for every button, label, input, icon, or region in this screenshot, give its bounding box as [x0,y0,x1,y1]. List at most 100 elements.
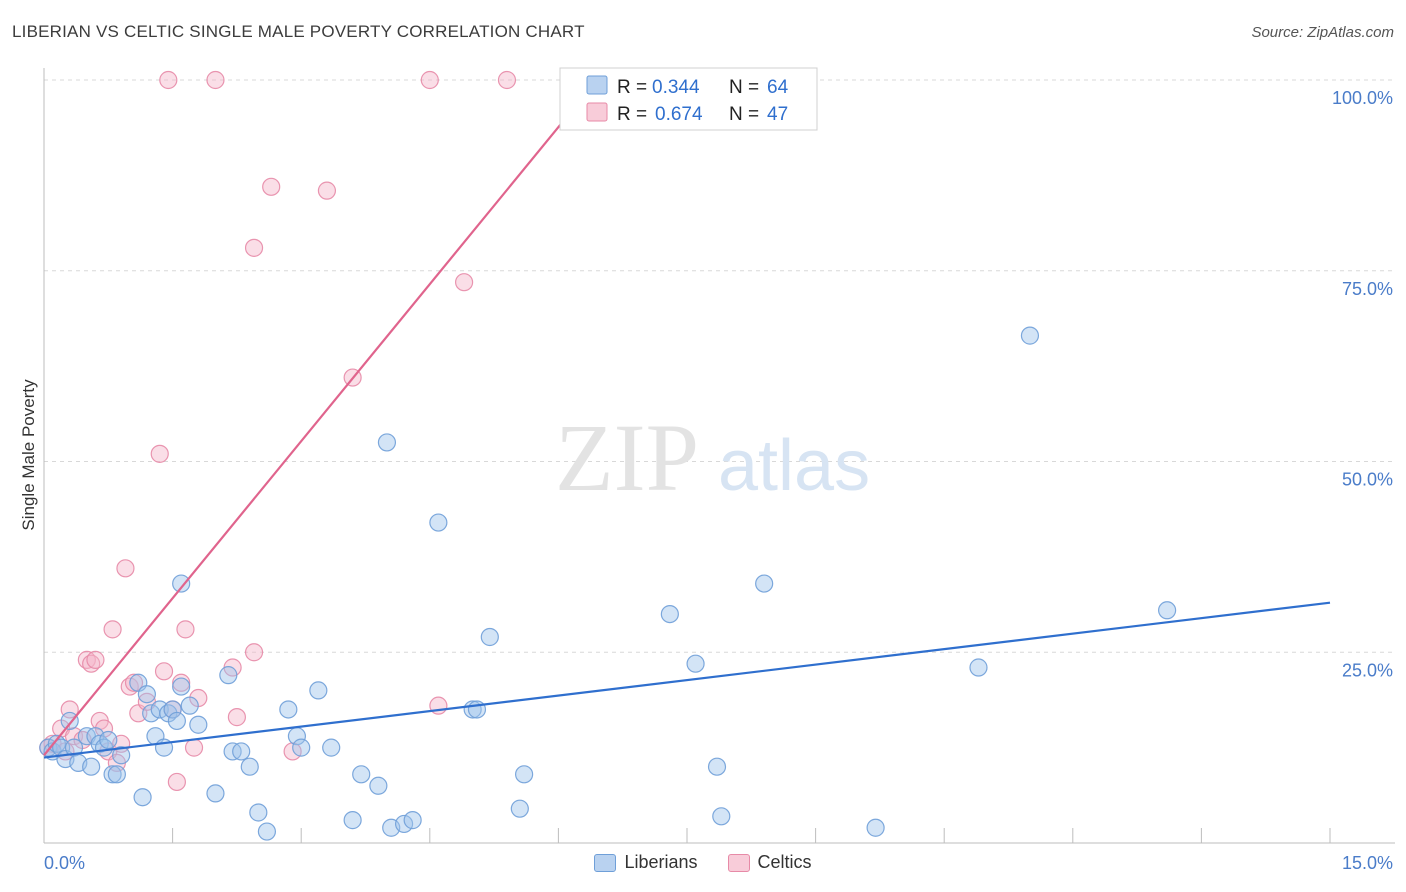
celtics-point [167,772,186,792]
source-label: Source: ZipAtlas.com [1251,24,1394,41]
liberians-point [515,765,534,784]
y-axis-label: Single Male Poverty [19,379,38,531]
y-tick-label: 75.0% [1342,279,1393,299]
axes: 25.0% 50.0% 75.0% 100.0% 0.0% 15.0% [43,68,1395,873]
celtics-point [262,177,281,196]
liberians-point [429,513,448,532]
legend-label-celtics: Celtics [757,852,812,872]
series-legend: Liberians Celtics [0,852,1406,873]
liberians-point [112,746,131,765]
watermark-atlas: atlas [718,426,870,506]
celtics-points [39,70,517,792]
celtics-point [103,620,122,639]
legend-r-label-1: R = [617,77,647,98]
liberians-point [240,757,259,776]
liberians-point [107,765,126,784]
liberians-point [467,700,487,719]
liberians-point [660,604,679,624]
x-tick-label: 0.0% [44,853,85,873]
liberians-point [322,738,341,757]
liberians-point [712,807,731,826]
celtics-point [150,444,169,463]
chart-title: LIBERIAN VS CELTIC SINGLE MALE POVERTY C… [12,22,585,41]
trend-lines [43,79,1331,759]
liberians-point [133,788,152,807]
liberians-point [150,700,169,719]
liberians-point [369,776,388,795]
celtics-point [227,708,246,727]
liberians-point [403,811,422,830]
liberians-point [172,677,191,696]
celtics-point [184,738,204,757]
celtics-point [317,181,337,200]
watermark-zip: ZIP [555,404,699,511]
liberians-point [1158,601,1177,620]
liberians-point [292,738,311,757]
correlation-legend: R = 0.344 N = 64 R = 0.674 N = 47 [559,67,818,131]
liberians-point [189,715,208,734]
legend-swatch-celtics [586,102,608,122]
celtics-point [86,650,105,669]
y-tick-label: 25.0% [1342,660,1393,680]
liberians-point [232,742,251,761]
celtics-point [454,273,474,292]
liberians-point [206,784,225,803]
liberians-point [167,711,186,731]
liberians-swatch [594,853,617,872]
watermark: ZIP atlas [555,404,870,511]
legend-item-liberians[interactable]: Liberians [594,852,698,873]
liberians-point [866,818,885,837]
celtics-point [159,70,178,90]
y-tick-label: 100.0% [1332,88,1393,108]
liberians-point [163,700,182,719]
liberians-point [480,627,499,647]
legend-n-label-1: N = [729,77,759,98]
celtics-swatch [727,853,750,872]
liberians-point [249,803,268,822]
celtics-trend-line [43,79,598,756]
liberians-trend-line [43,601,1331,759]
legend-label-liberians: Liberians [624,852,698,872]
legend-n-value-1: 64 [767,77,789,98]
celtics-point [244,643,264,662]
liberians-points [39,326,1177,841]
celtics-point [116,559,135,578]
x-tick-label: 15.0% [1342,853,1393,873]
legend-r-label-2: R = [617,104,647,125]
liberians-point [755,574,774,593]
celtics-point [206,70,225,90]
liberians-point [60,711,79,731]
celtics-point [176,620,195,639]
liberians-point [707,757,727,776]
legend-n-label-2: N = [729,104,759,125]
y-tick-label: 50.0% [1342,470,1393,490]
legend-item-celtics[interactable]: Celtics [727,852,812,873]
celtics-point [420,70,439,90]
liberians-point [969,658,988,677]
celtics-point [244,238,264,257]
legend-n-value-2: 47 [767,104,788,125]
liberians-point [343,811,362,830]
liberians-point [352,765,371,784]
liberians-point [103,765,122,784]
liberians-point [180,696,199,715]
liberians-point [510,799,529,818]
celtics-point [497,70,517,90]
liberians-point [394,814,414,834]
grid-lines [44,79,1395,653]
liberians-point [309,681,328,700]
liberians-point [99,730,118,750]
legend-r-value-2: 0.674 [655,104,703,125]
liberians-point [257,822,277,841]
celtics-point [124,673,144,692]
liberians-point [82,757,101,776]
legend-swatch-liberians [586,75,608,95]
liberians-point [279,700,298,719]
celtics-point [172,673,191,692]
liberians-point [686,654,705,673]
liberians-point [137,685,156,704]
celtics-point [154,662,174,681]
liberians-point [219,666,238,685]
legend-r-value-1: 0.344 [652,77,700,98]
